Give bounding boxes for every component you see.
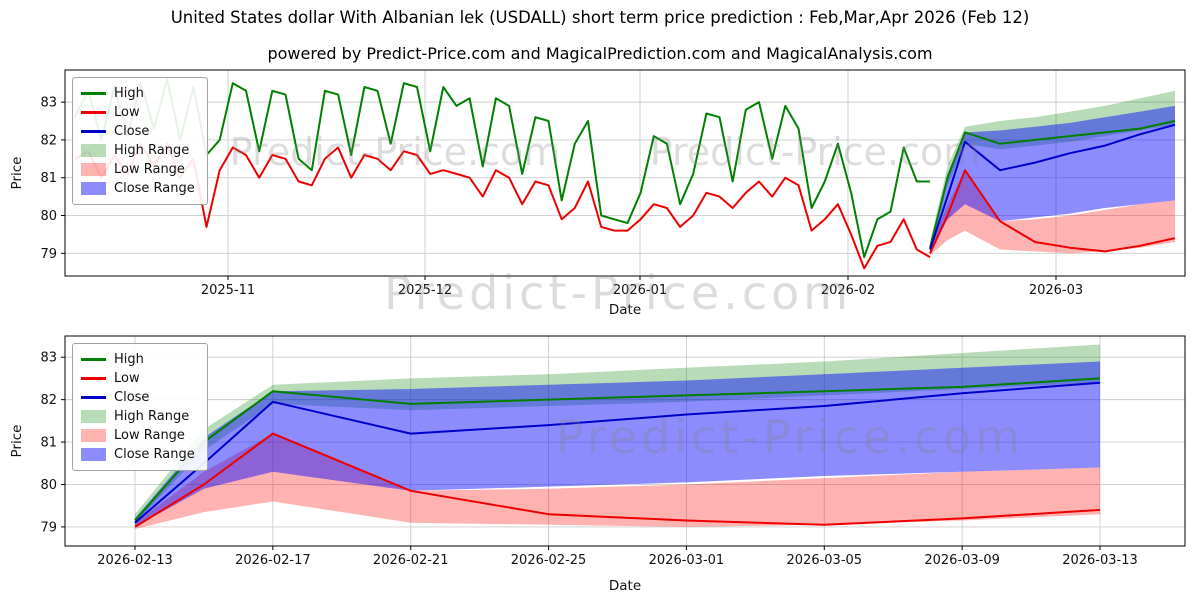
chart-title: United States dollar With Albanian lek (… — [170, 8, 1030, 27]
legend-patch-swatch — [81, 410, 106, 423]
chart-subtitle: powered by Predict-Price.com and Magical… — [267, 44, 933, 63]
legend-line-swatch — [81, 92, 106, 95]
low-range-band — [135, 433, 1100, 529]
x-tick-label: 2026-01 — [613, 283, 667, 298]
x-tick-label: 2026-02-13 — [97, 553, 173, 568]
legend-patch-swatch — [81, 144, 106, 157]
close-line-forecast — [134, 381, 1101, 524]
x-tick-label: 2026-03 — [1029, 283, 1083, 298]
legend-line-swatch — [81, 358, 106, 361]
legend-item-label: Low — [114, 371, 140, 386]
y-tick-label: 81 — [40, 436, 57, 451]
legend-item-label: High Range — [114, 143, 190, 158]
legend-line-swatch — [81, 111, 106, 114]
legend-item-label: High — [114, 86, 144, 101]
low-range-band — [930, 170, 1175, 256]
plot-border — [64, 335, 1186, 547]
bottom-chart-legend: High Low Close High Range Low Range Close Ran… — [72, 343, 208, 471]
legend-patch-swatch — [81, 163, 106, 176]
legend-item-label: Low Range — [114, 428, 185, 443]
x-tick-label: 2026-02-21 — [373, 553, 449, 568]
legend-item-label: Low Range — [114, 162, 185, 177]
low-line-history — [74, 142, 931, 270]
x-tick-label: 2026-03-13 — [1062, 553, 1138, 568]
legend-item: High Range — [81, 141, 195, 160]
top-chart-history-forecast: 79 80 81 82 83 2025-11 2025-12 2026-01 2026-02 20… — [9, 69, 1186, 318]
legend-item: Low Range — [81, 426, 195, 445]
high-line-history — [74, 78, 930, 259]
y-tick-label: 79 — [40, 247, 57, 262]
y-tick-label: 83 — [40, 96, 57, 111]
close-line-forecast — [929, 123, 1176, 250]
legend-patch-swatch — [81, 448, 106, 461]
legend-line-swatch — [81, 396, 106, 399]
legend-item: Low — [81, 103, 195, 122]
legend-item-label: Close Range — [114, 447, 195, 462]
x-axis-label: Date — [609, 578, 641, 594]
high-line-forecast — [929, 120, 1176, 248]
legend-item-label: Close Range — [114, 181, 195, 196]
y-tick-label: 80 — [40, 209, 57, 224]
plot-border — [64, 69, 1186, 277]
legend-item-label: High Range — [114, 409, 190, 424]
legend-item-label: High — [114, 352, 144, 367]
x-tick-label: 2026-02-17 — [235, 553, 311, 568]
x-tick-label: 2026-03-09 — [924, 553, 1000, 568]
bottom-chart-forecast-detail: 79 80 81 82 83 2026-02-13 2026-02-17 2026-02-21… — [9, 335, 1186, 594]
legend-item: Low Range — [81, 160, 195, 179]
legend-item: Close Range — [81, 445, 195, 464]
legend-item: High — [81, 84, 195, 103]
top-chart-legend: High Low Close High Range Low Range Close Ran… — [72, 77, 208, 205]
legend-item: High — [81, 350, 195, 369]
y-tick-label: 79 — [40, 520, 57, 535]
low-line-forecast — [929, 169, 1176, 254]
legend-item-label: Close — [114, 124, 150, 139]
x-tick-label: 2026-03-05 — [787, 553, 863, 568]
y-tick-label: 80 — [40, 478, 57, 493]
x-tick-label: 2026-02-25 — [511, 553, 587, 568]
y-tick-label: 82 — [40, 393, 57, 408]
legend-item-label: Low — [114, 105, 140, 120]
low-line-forecast — [134, 432, 1101, 528]
legend-item: High Range — [81, 407, 195, 426]
y-tick-label: 83 — [40, 351, 57, 366]
legend-item: Close — [81, 122, 195, 141]
x-tick-label: 2025-11 — [201, 283, 255, 298]
legend-line-swatch — [81, 377, 106, 380]
x-tick-label: 2026-02 — [821, 283, 875, 298]
high-line-forecast — [134, 377, 1101, 522]
legend-item-label: Close — [114, 390, 150, 405]
y-axis-label: Price — [9, 425, 25, 458]
y-tick-label: 82 — [40, 133, 57, 148]
legend-item: Close — [81, 388, 195, 407]
x-axis-label: Date — [609, 302, 641, 318]
x-tick-label: 2026-03-01 — [649, 553, 725, 568]
legend-patch-swatch — [81, 429, 106, 442]
y-axis-label: Price — [9, 157, 25, 190]
high-range-band — [135, 344, 1100, 523]
legend-patch-swatch — [81, 182, 106, 195]
x-tick-label: 2025-12 — [398, 283, 452, 298]
legend-line-swatch — [81, 130, 106, 133]
legend-item: Close Range — [81, 179, 195, 198]
legend-item: Low — [81, 369, 195, 388]
y-tick-label: 81 — [40, 171, 57, 186]
